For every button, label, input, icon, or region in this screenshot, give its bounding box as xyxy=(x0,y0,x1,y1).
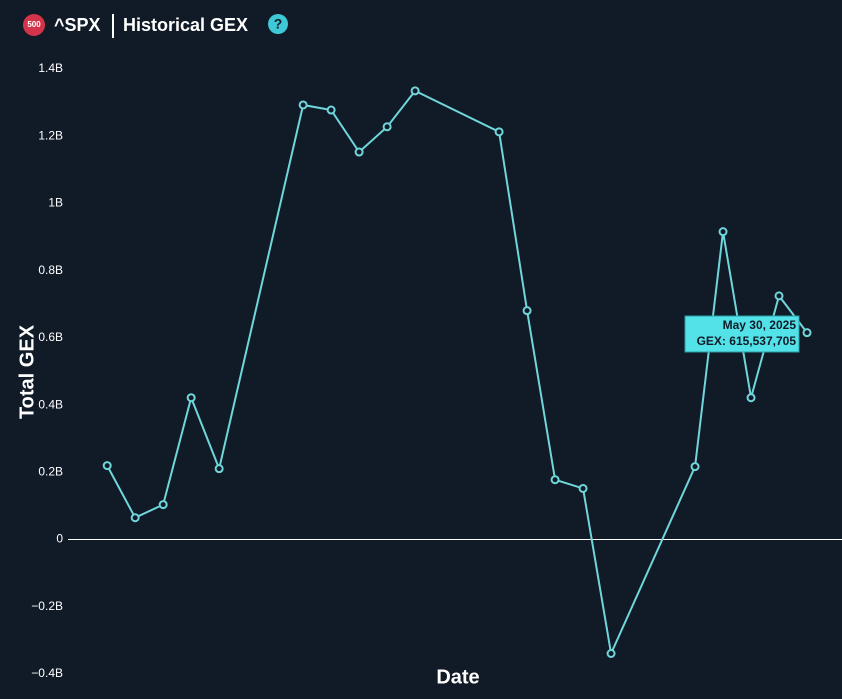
point xyxy=(690,462,700,472)
point xyxy=(802,328,812,338)
badge-text: 500 xyxy=(27,20,41,29)
y-tick-label: 1.4B xyxy=(38,61,63,75)
point xyxy=(298,100,308,110)
point xyxy=(326,105,336,115)
point xyxy=(354,147,364,157)
y-tick-label: 0 xyxy=(56,532,63,546)
tooltip-date: May 30, 2025 xyxy=(723,318,797,332)
symbol: ^SPX xyxy=(54,15,101,35)
y-tick-label: 1B xyxy=(48,196,63,210)
point xyxy=(522,306,532,316)
tooltip-value: GEX: 615,537,705 xyxy=(697,334,797,348)
badge-icon xyxy=(23,14,45,36)
x-axis-label: Date xyxy=(436,666,479,688)
y-tick-label: 0.6B xyxy=(38,330,63,344)
point xyxy=(382,122,392,132)
point xyxy=(186,393,196,403)
y-tick-label: 0.8B xyxy=(38,263,63,277)
point xyxy=(494,127,504,137)
point xyxy=(550,475,560,485)
point xyxy=(214,464,224,474)
point xyxy=(606,648,616,658)
y-axis-label: Total GEX xyxy=(16,324,38,419)
page-title: Historical GEX xyxy=(123,15,248,35)
y-tick-label: −0.2B xyxy=(31,599,63,613)
point xyxy=(578,483,588,493)
point xyxy=(718,227,728,237)
help-text[interactable]: ? xyxy=(274,16,283,32)
y-tick-label: 0.2B xyxy=(38,465,63,479)
line xyxy=(106,89,808,657)
tooltip xyxy=(684,315,800,353)
point xyxy=(102,461,112,471)
y-tick-label: −0.4B xyxy=(31,666,63,680)
point xyxy=(158,500,168,510)
point xyxy=(410,86,420,96)
point xyxy=(130,513,140,523)
point xyxy=(746,393,756,403)
point xyxy=(774,291,784,301)
help-icon[interactable] xyxy=(268,14,288,34)
y-tick-label: 0.4B xyxy=(38,397,63,411)
y-tick-label: 1.2B xyxy=(38,128,63,142)
